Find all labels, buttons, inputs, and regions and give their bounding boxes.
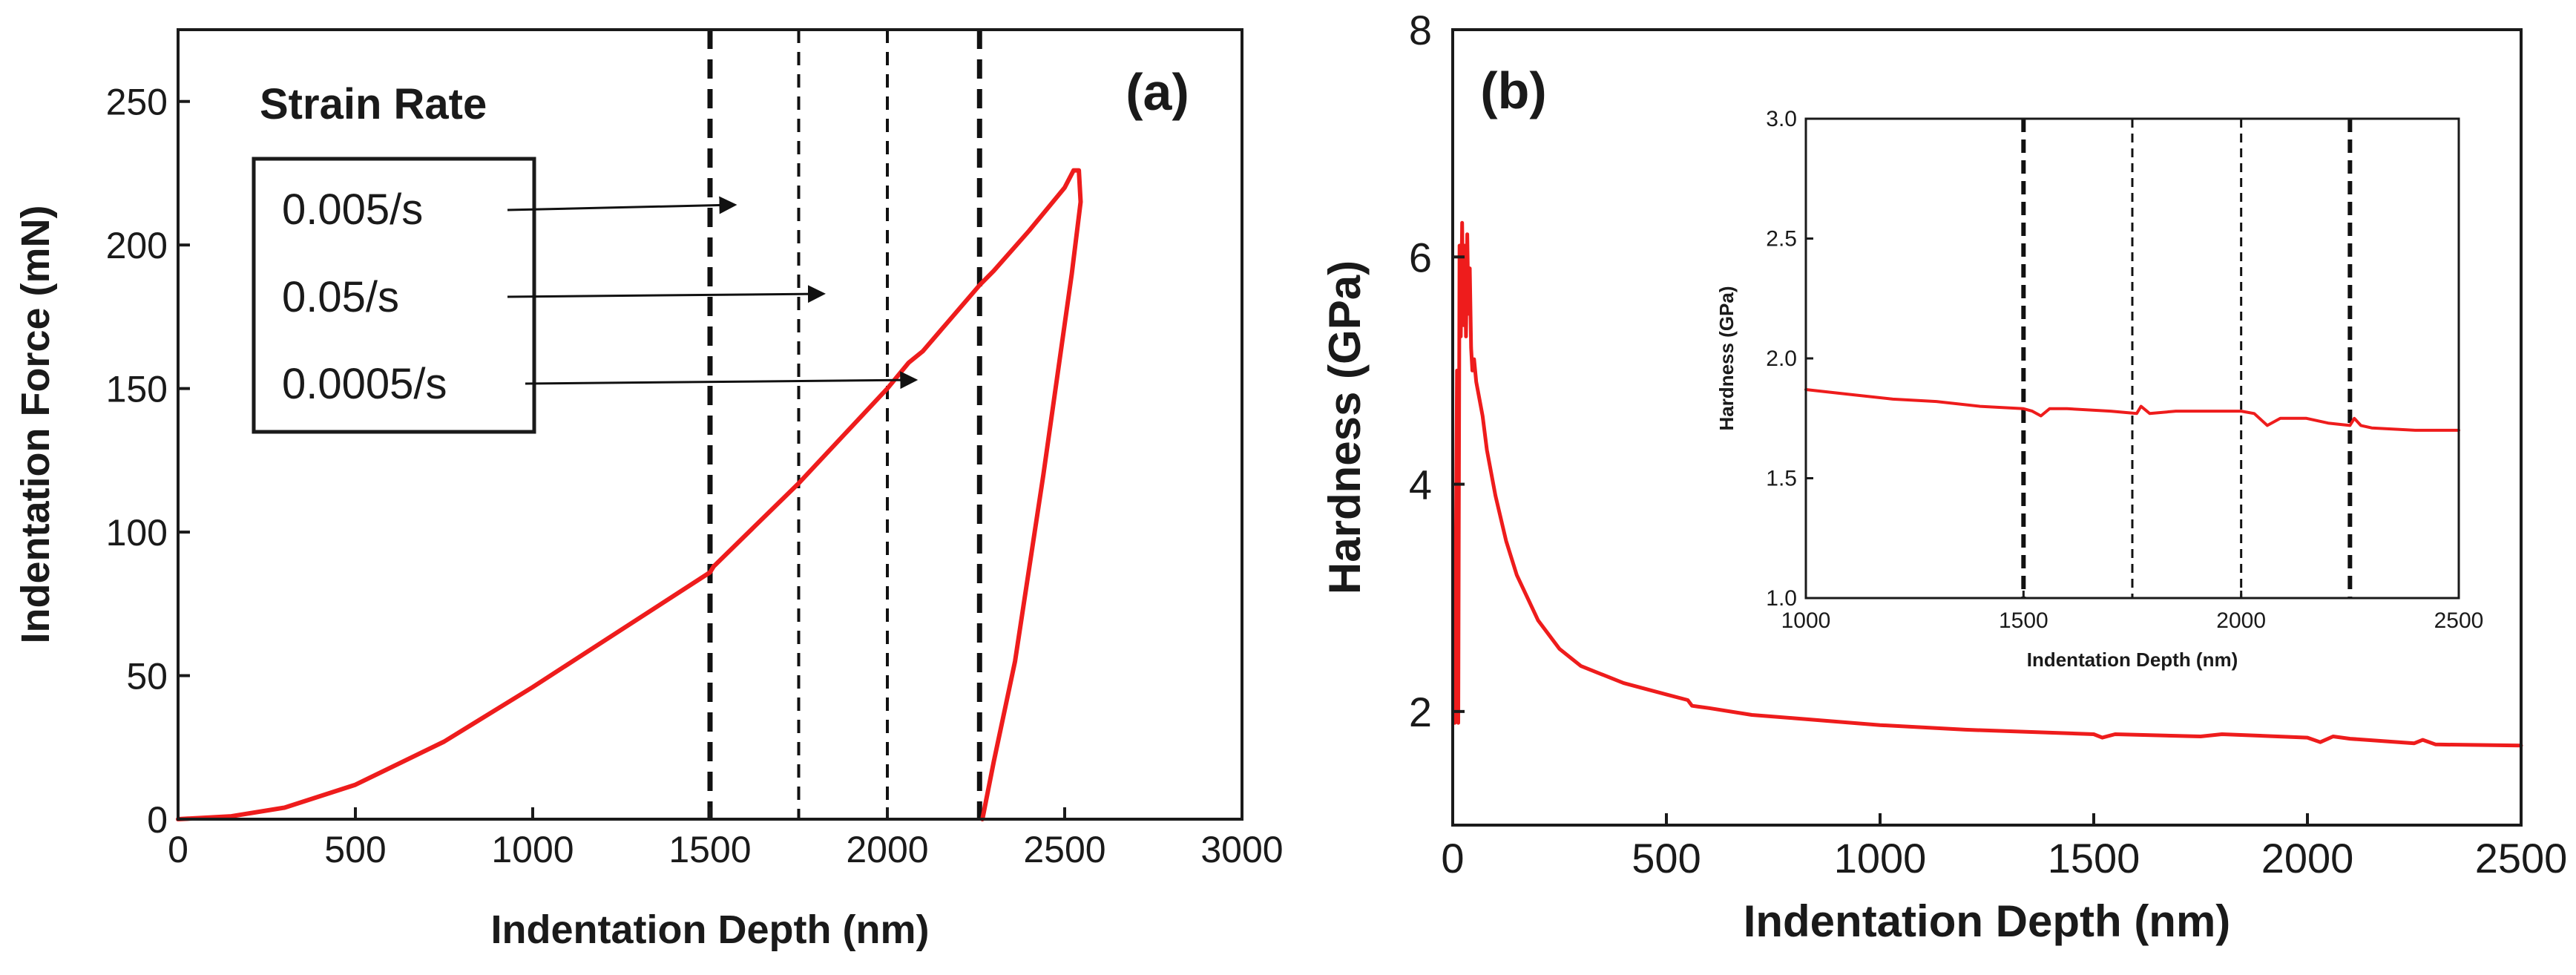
panel-b-y-tick-labels: 2 4 6 8: [1409, 7, 1432, 735]
inset-y-tick-labels: 1.0 1.5 2.0 2.5 3.0: [1766, 107, 1797, 611]
inset-reference-lines: [2021, 119, 2353, 598]
inset-series: [1804, 388, 2460, 432]
panel-a-y-axis-label: Indentation Force (mN): [13, 206, 58, 644]
panel-a: 0 500 1000 1500 2000 2500 3000 0 50 100 150 200 250…: [13, 28, 1284, 952]
legend-arrow-1: [507, 196, 737, 214]
panel-b-plot-frame: [1451, 28, 2523, 827]
panel-a-reference-lines: [707, 30, 982, 819]
y-tick-label-6: 6: [1409, 234, 1432, 280]
x-tick-label-1500: 1500: [1999, 608, 2048, 633]
x-tick-label-0: 0: [168, 829, 188, 870]
panel-b-label: (b): [1480, 62, 1546, 119]
y-tick-label-3.0: 3.0: [1766, 107, 1797, 131]
x-tick-label-1000: 1000: [491, 829, 574, 870]
panel-a-x-axis-label: Indentation Depth (nm): [491, 907, 930, 952]
y-tick-label-150: 150: [106, 369, 168, 410]
x-tick-label-2500: 2500: [1023, 829, 1105, 870]
legend-title: Strain Rate: [260, 80, 487, 128]
x-tick-label-500: 500: [1632, 835, 1701, 882]
inset-x-tick-labels: 1000 1500 2000 2500: [1781, 608, 2484, 633]
y-tick-label-100: 100: [106, 512, 168, 554]
y-tick-label-2.5: 2.5: [1766, 227, 1797, 252]
y-tick-label-50: 50: [126, 656, 168, 697]
x-tick-label-1500: 1500: [2048, 835, 2140, 882]
x-tick-label-2500: 2500: [2475, 835, 2568, 882]
inset-chart: 1000 1500 2000 2500 1.0 1.5 2.0 2.5 3.0 Indenta…: [1715, 107, 2483, 671]
y-tick-label-1.0: 1.0: [1766, 586, 1797, 611]
panel-a-x-tick-labels: 0 500 1000 1500 2000 2500 3000: [168, 829, 1284, 870]
series-line-loading-unloading: [176, 168, 1083, 821]
panel-b-x-axis-label: Indentation Depth (nm): [1744, 896, 2231, 946]
panel-b: 0 500 1000 1500 2000 2500 2 4 6 8 Indentation De…: [1320, 7, 2567, 946]
y-tick-label-2: 2: [1409, 689, 1432, 735]
inset-x-axis-label: Indentation Depth (nm): [2027, 649, 2238, 671]
legend-item-rate-1: 0.005/s: [282, 186, 423, 234]
x-tick-label-3000: 3000: [1200, 829, 1283, 870]
panel-a-y-tick-labels: 0 50 100 150 200 250: [106, 82, 168, 841]
x-tick-label-0: 0: [1441, 835, 1464, 882]
y-tick-label-0: 0: [147, 799, 168, 841]
panel-b-x-tick-labels: 0 500 1000 1500 2000 2500: [1441, 835, 2567, 882]
panel-a-plot-frame: [177, 28, 1243, 821]
series-line-hardness-zoom: [1804, 388, 2460, 432]
inset-y-axis-label: Hardness (GPa): [1715, 286, 1738, 430]
panel-b-y-axis-label: Hardness (GPa): [1320, 260, 1370, 594]
y-tick-label-1.5: 1.5: [1766, 467, 1797, 491]
x-tick-label-2500: 2500: [2434, 608, 2484, 633]
x-tick-label-2000: 2000: [2261, 835, 2354, 882]
x-tick-label-2000: 2000: [2216, 608, 2266, 633]
y-tick-label-4: 4: [1409, 462, 1432, 508]
legend-arrow-2: [507, 285, 826, 303]
y-tick-label-8: 8: [1409, 7, 1432, 53]
series-line-hardness: [1453, 220, 2523, 748]
legend-item-rate-3: 0.0005/s: [282, 360, 447, 408]
legend-arrows: [507, 196, 919, 390]
x-tick-label-1500: 1500: [668, 829, 751, 870]
panel-a-label: (a): [1126, 63, 1189, 121]
y-tick-label-250: 250: [106, 82, 168, 123]
legend-item-rate-2: 0.05/s: [282, 273, 399, 321]
y-tick-label-2.0: 2.0: [1766, 347, 1797, 371]
panel-b-series: [1453, 220, 2523, 748]
legend-arrow-3: [525, 371, 919, 390]
x-tick-label-1000: 1000: [1834, 835, 1927, 882]
x-tick-label-500: 500: [324, 829, 386, 870]
y-tick-label-200: 200: [106, 225, 168, 266]
x-tick-label-1000: 1000: [1781, 608, 1831, 633]
panel-a-series: [176, 168, 1083, 821]
inset-plot-frame: [1804, 117, 2460, 600]
legend-box: [252, 157, 536, 434]
x-tick-label-2000: 2000: [846, 829, 928, 870]
